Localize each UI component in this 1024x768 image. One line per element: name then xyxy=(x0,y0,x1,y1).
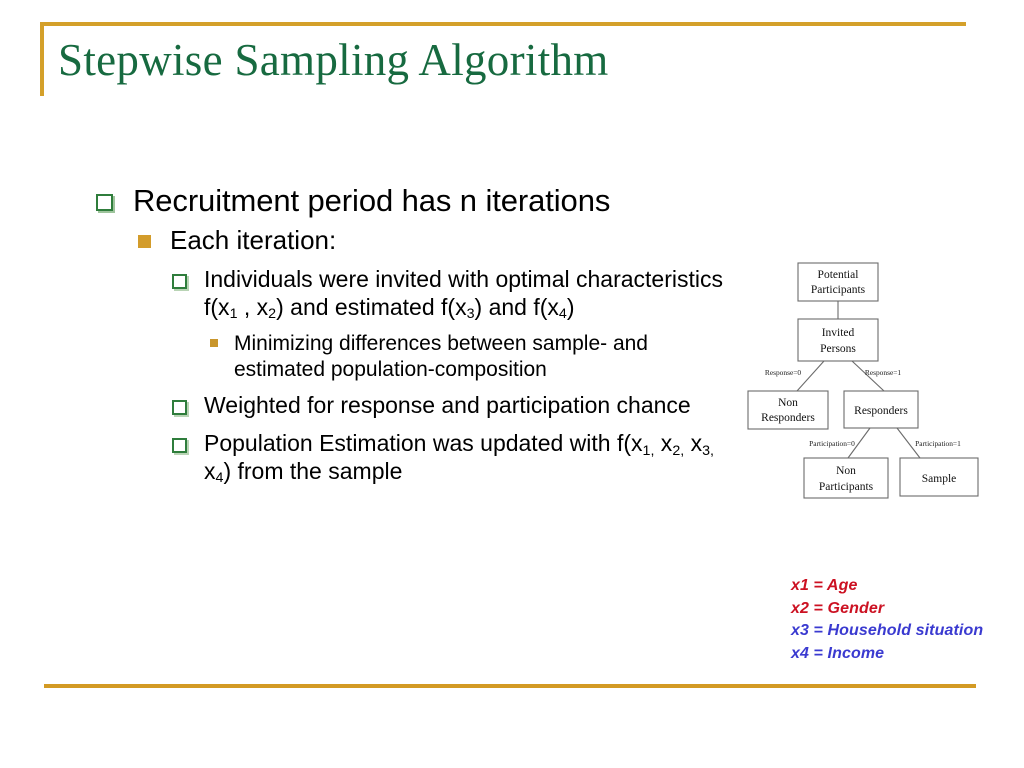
bullet-list: Recruitment period has n iterations Each… xyxy=(96,183,736,487)
list-item: Each iteration: xyxy=(138,225,736,256)
legend-item-x4: x4 = Income xyxy=(791,645,885,663)
node-label-line: Participants xyxy=(811,284,866,296)
node-non-participants: Non Participants xyxy=(803,457,889,499)
list-item-label: Recruitment period has n iterations xyxy=(133,183,611,218)
list-item: Individuals were invited with optimal ch… xyxy=(172,265,736,323)
legend-item-x2: x2 = Gender xyxy=(791,599,885,617)
hollow-green-square-icon xyxy=(172,437,187,453)
list-item: Minimizing differences between sample- a… xyxy=(210,331,736,382)
node-label-line: Participants xyxy=(819,481,874,493)
node-responders: Responders xyxy=(843,390,919,429)
list-item-label: Minimizing differences between sample- a… xyxy=(234,332,648,381)
top-gold-rule xyxy=(40,22,966,26)
hollow-green-square-icon xyxy=(172,273,187,289)
legend-item-x1: x1 = Age xyxy=(791,577,858,594)
node-potential-participants: Potential Participants xyxy=(797,262,879,302)
edge-invited-responders xyxy=(851,360,885,392)
page-title: Stepwise Sampling Algorithm xyxy=(58,35,609,85)
edge-label-participation-0: Participation=0 xyxy=(809,439,855,448)
variable-legend: x1 = Age x2 = Gender x3 = Household situ… xyxy=(791,575,983,666)
node-label-line: Persons xyxy=(820,343,856,355)
list-item-label: Each iteration: xyxy=(170,225,337,256)
node-box xyxy=(843,390,919,429)
node-label-line: Sample xyxy=(922,473,957,485)
node-label-line: Non xyxy=(778,397,798,409)
node-label-line: Non xyxy=(836,465,856,477)
node-label-line: Responders xyxy=(761,412,815,424)
node-box xyxy=(797,318,879,362)
edge-label-participation-1: Participation=1 xyxy=(915,439,961,448)
edge-invited-nonresponders xyxy=(796,360,825,392)
edge-label-response-1: Response=1 xyxy=(865,368,901,377)
list-item: Weighted for response and participation … xyxy=(172,392,736,420)
sampling-flowchart: Potential Participants Invited Persons R… xyxy=(742,258,1020,506)
node-box xyxy=(747,390,829,430)
node-label-line: Responders xyxy=(854,405,908,417)
node-non-responders: Non Responders xyxy=(747,390,829,430)
list-item: Recruitment period has n iterations xyxy=(96,183,736,218)
edge-responders-nonparticipants xyxy=(847,427,871,459)
node-label-line: Potential xyxy=(818,269,859,281)
filled-amber-square-icon xyxy=(138,235,151,249)
list-item-label: Individuals were invited with optimal ch… xyxy=(204,265,723,323)
node-box xyxy=(797,262,879,302)
node-box xyxy=(899,457,979,497)
legend-item-x3: x3 = Household situation xyxy=(791,622,984,640)
list-item-label: Population Estimation was updated with f… xyxy=(204,429,714,487)
filled-amber-square-icon xyxy=(210,339,218,348)
hollow-green-square-icon xyxy=(96,194,113,211)
list-item-label: Weighted for response and participation … xyxy=(204,392,691,419)
list-item: Population Estimation was updated with f… xyxy=(172,429,736,487)
edge-responders-sample xyxy=(896,427,921,459)
node-box xyxy=(803,457,889,499)
node-sample: Sample xyxy=(899,457,979,497)
node-label-line: Invited xyxy=(822,327,855,339)
bottom-gold-rule xyxy=(44,684,976,688)
node-invited-persons: Invited Persons xyxy=(797,318,879,362)
flowchart-edges xyxy=(796,301,921,459)
edge-label-response-0: Response=0 xyxy=(765,368,801,377)
left-gold-rule xyxy=(40,22,44,96)
hollow-green-square-icon xyxy=(172,400,187,416)
